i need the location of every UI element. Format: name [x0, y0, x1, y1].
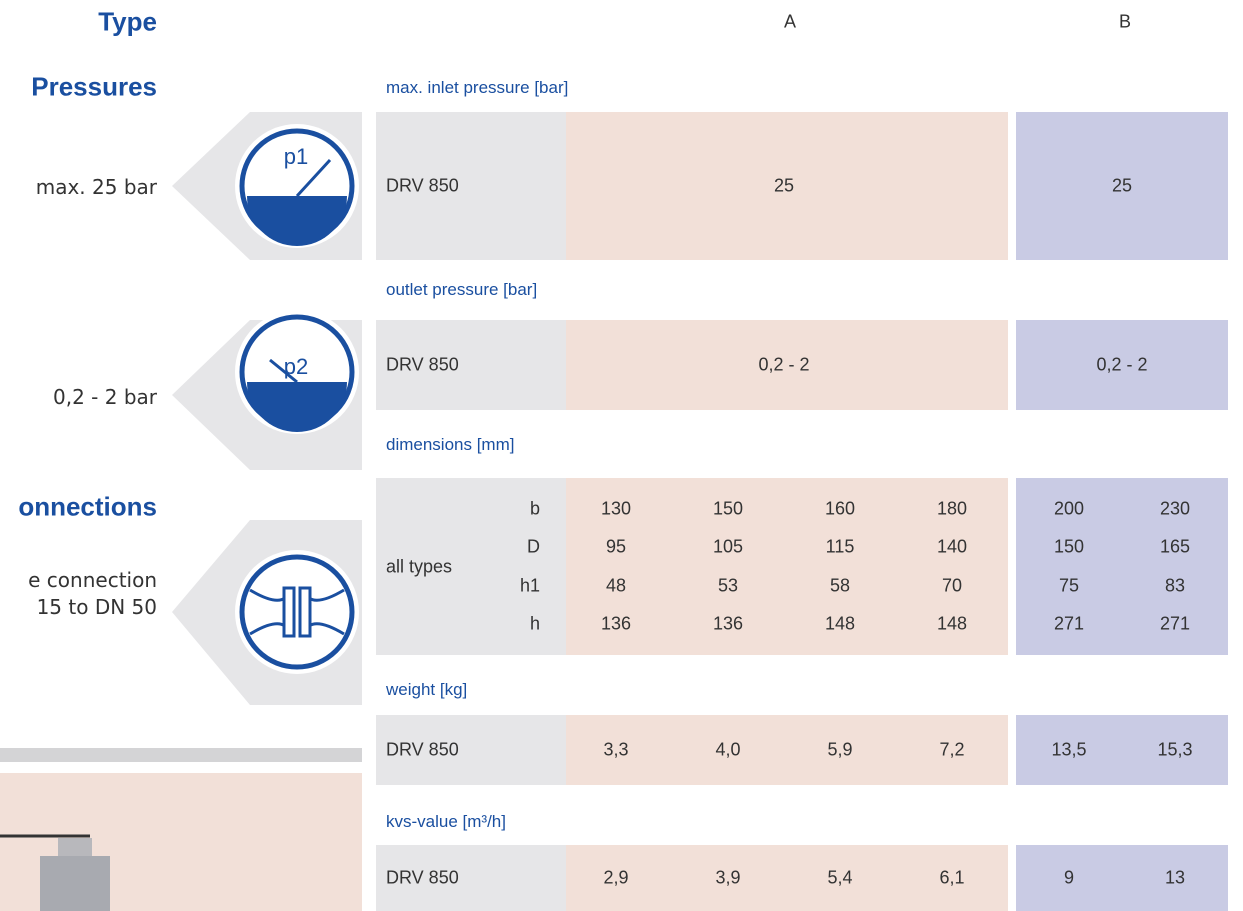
section-title: weight [kg]	[386, 680, 467, 700]
value-b: 83	[1165, 575, 1185, 596]
value-a: 58	[830, 575, 850, 596]
value-b: 75	[1059, 575, 1079, 596]
column-header: A	[784, 12, 796, 33]
value-b: 200	[1054, 499, 1084, 520]
type-b-cell	[1016, 715, 1228, 785]
row-label: DRV 850	[386, 355, 459, 376]
value-a: 130	[601, 499, 631, 520]
value-b: 13,5	[1051, 740, 1086, 761]
row-label: DRV 850	[386, 740, 459, 761]
value-a: 95	[606, 537, 626, 558]
icon-connection	[235, 550, 359, 674]
value-a: 115	[826, 537, 855, 558]
value-a: 136	[713, 613, 743, 634]
value-a: 0,2 - 2	[758, 355, 809, 376]
divider-bar	[0, 748, 362, 762]
icon-p1: p1	[235, 124, 359, 248]
type-b-cell	[1016, 845, 1228, 911]
row-label: DRV 850	[386, 868, 459, 889]
value-b: 25	[1112, 176, 1132, 197]
value-a: 105	[713, 537, 743, 558]
icon-label: p1	[284, 144, 308, 169]
value-b: 150	[1054, 537, 1084, 558]
value-a: 48	[606, 575, 626, 596]
section-title: outlet pressure [bar]	[386, 280, 537, 300]
value-b: 13	[1165, 868, 1185, 889]
side-graphics: p1 p2	[0, 0, 370, 911]
value-a: 148	[937, 613, 967, 634]
value-a: 2,9	[603, 868, 628, 889]
dimension-label: b	[530, 499, 540, 520]
value-b: 9	[1064, 868, 1074, 889]
value-b: 271	[1160, 613, 1190, 634]
value-b: 271	[1054, 613, 1084, 634]
value-a: 70	[942, 575, 962, 596]
icon-label: p2	[284, 354, 308, 379]
icon-p2: p2	[235, 310, 359, 434]
row-label: all types	[386, 556, 452, 577]
value-a: 5,4	[827, 868, 852, 889]
value-b: 230	[1160, 499, 1190, 520]
value-a: 5,9	[827, 740, 852, 761]
value-a: 136	[601, 613, 631, 634]
value-a: 4,0	[715, 740, 740, 761]
value-a: 160	[825, 499, 855, 520]
value-a: 3,3	[603, 740, 628, 761]
type-b-cell	[1016, 478, 1228, 655]
value-a: 148	[825, 613, 855, 634]
value-a: 25	[774, 176, 794, 197]
value-a: 7,2	[939, 740, 964, 761]
value-a: 53	[718, 575, 738, 596]
section-title: kvs-value [m³/h]	[386, 812, 506, 832]
section-title: max. inlet pressure [bar]	[386, 78, 568, 98]
dimension-label: h	[530, 613, 540, 634]
dimension-label: h1	[520, 575, 540, 596]
value-b: 165	[1160, 537, 1190, 558]
row-label: DRV 850	[386, 176, 459, 197]
section-title: dimensions [mm]	[386, 435, 514, 455]
value-b: 15,3	[1157, 740, 1192, 761]
value-b: 0,2 - 2	[1096, 355, 1147, 376]
value-a: 3,9	[715, 868, 740, 889]
value-a: 140	[937, 537, 967, 558]
value-a: 150	[713, 499, 743, 520]
page: {"side": {"type_heading": "Type", "press…	[0, 0, 1243, 911]
value-a: 180	[937, 499, 967, 520]
column-header: B	[1119, 12, 1131, 33]
value-a: 6,1	[939, 868, 964, 889]
dimension-label: D	[527, 537, 540, 558]
